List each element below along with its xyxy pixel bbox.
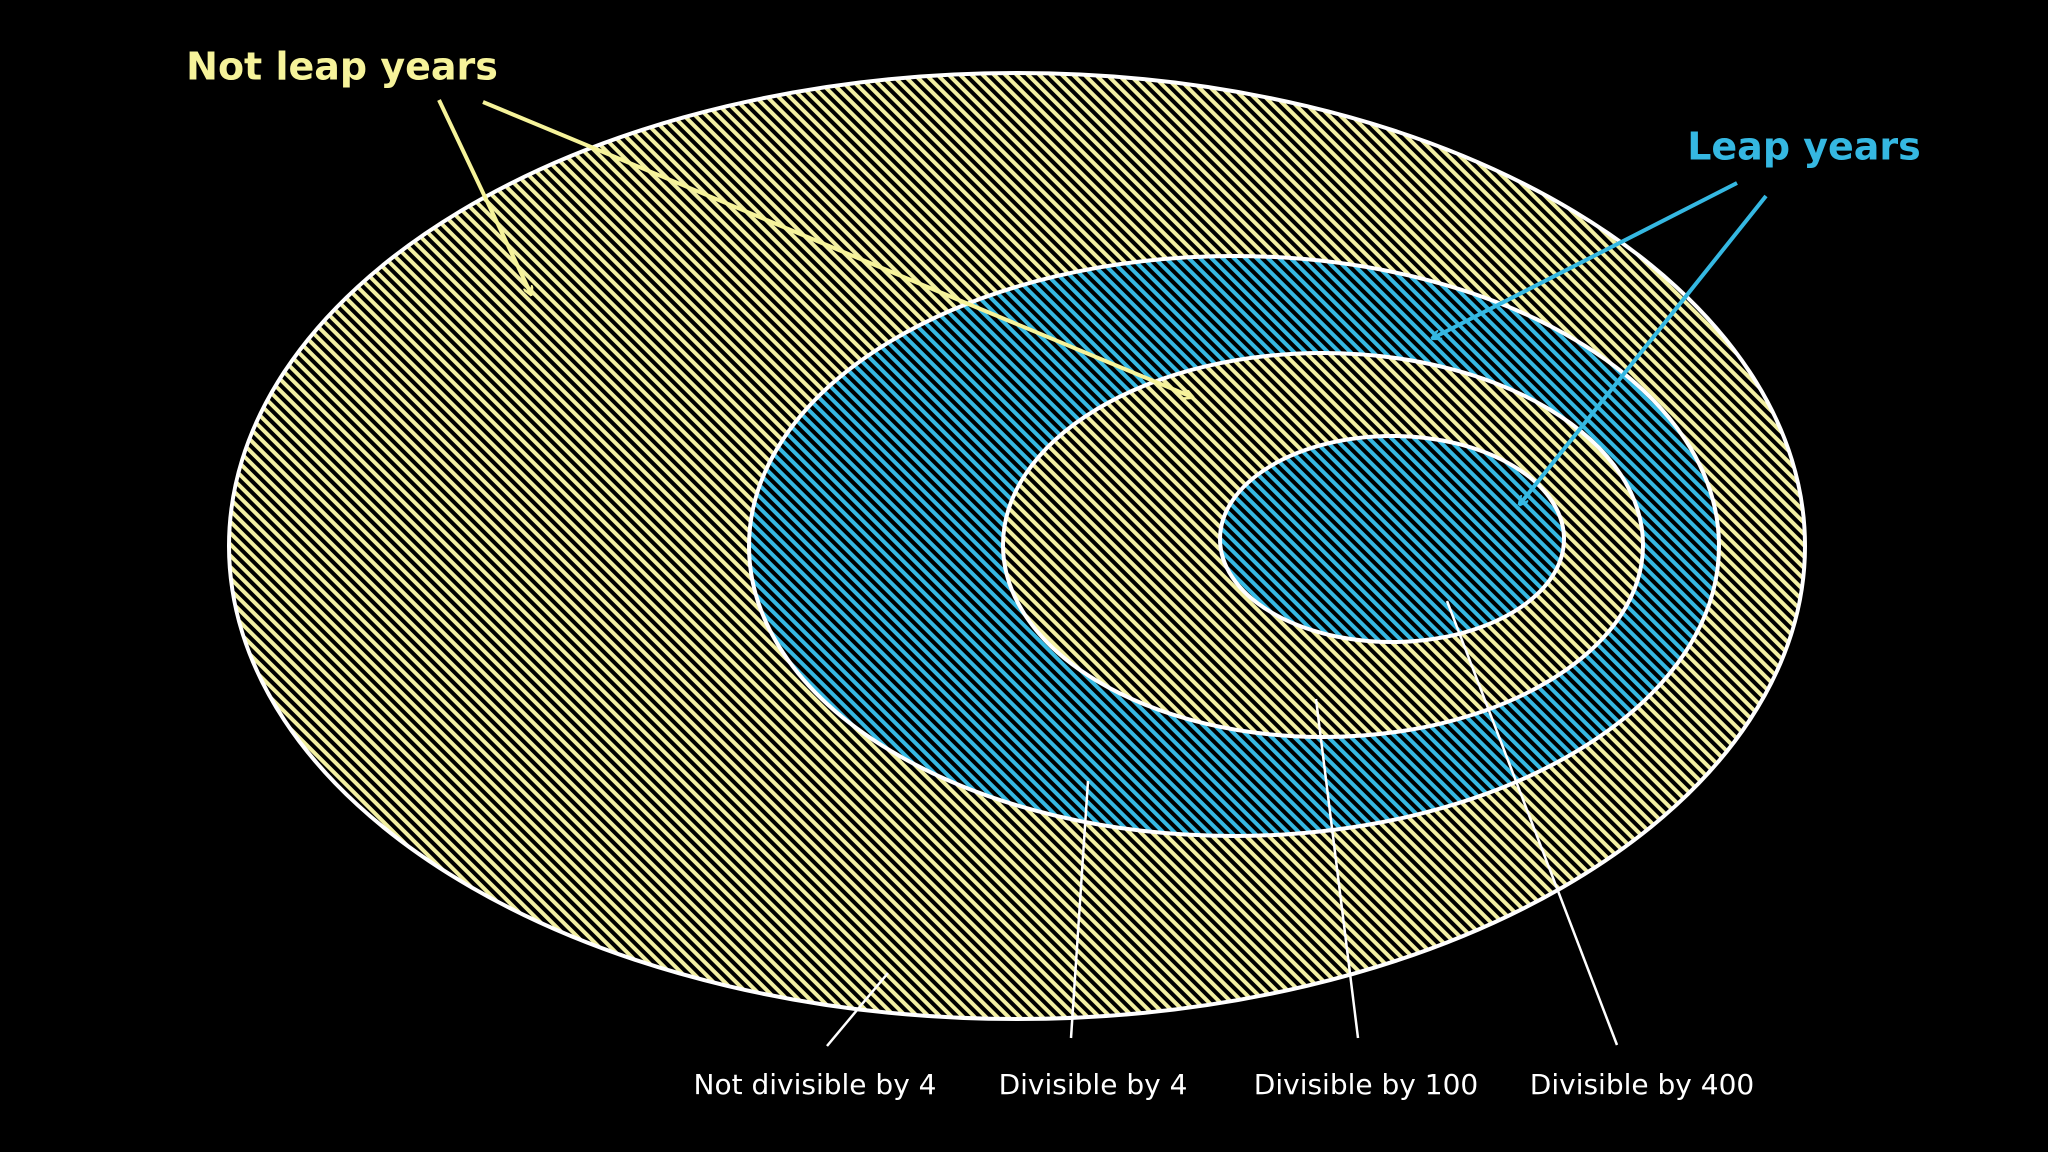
leader-line [1314, 698, 1360, 1039]
leader-line [1069, 780, 1090, 1039]
arrow [437, 99, 531, 294]
region-label: Divisible by 100 [1254, 1068, 1478, 1101]
annotation: Leap years [1687, 125, 1921, 169]
region-label: Divisible by 4 [999, 1068, 1188, 1101]
region-label: Divisible by 400 [1530, 1068, 1754, 1101]
leader-line [826, 972, 889, 1047]
region-div-400 [1218, 434, 1566, 644]
arrow [482, 100, 1192, 397]
arrow [1433, 181, 1738, 338]
region-label: Not divisible by 4 [694, 1068, 937, 1101]
leader-line [1445, 600, 1619, 1046]
annotation: Not leap years [186, 45, 498, 89]
arrow [1520, 194, 1768, 504]
